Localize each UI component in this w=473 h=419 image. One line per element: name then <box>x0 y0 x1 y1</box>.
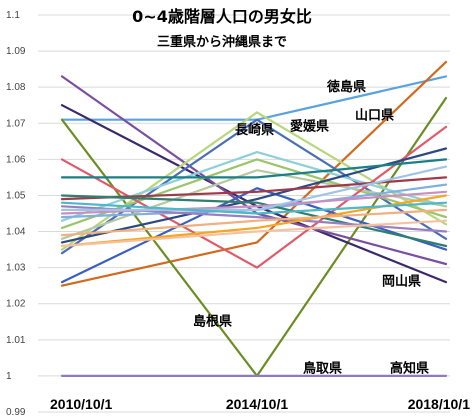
y-tick-label: 1 <box>6 371 12 382</box>
annotation-label: 岡山県 <box>382 274 421 290</box>
annotation-label: 高知県 <box>390 360 429 376</box>
y-tick-label: 1.04 <box>6 227 26 238</box>
x-axis-ticks: 2010/10/1 2014/10/1 2018/10/1 <box>50 396 470 412</box>
series-line-6 <box>60 118 448 255</box>
series-line-23 <box>60 165 448 211</box>
series-line-3 <box>60 96 448 377</box>
x-tick-label: 2018/10/1 <box>408 396 470 412</box>
annotation-label: 愛媛県 <box>290 118 329 134</box>
annotation-label: 山口県 <box>355 108 394 124</box>
series-line-20 <box>60 190 448 215</box>
y-tick-label: 1.05 <box>6 190 26 201</box>
y-tick-label: 1.03 <box>6 263 26 274</box>
series-line-7 <box>60 111 448 251</box>
annotation-label: 徳島県 <box>326 79 366 95</box>
annotation-label: 長崎県 <box>235 122 274 138</box>
series-line-2 <box>60 60 448 287</box>
y-tick-label: 0.99 <box>6 407 26 418</box>
y-tick-label: 1.09 <box>6 46 26 57</box>
series-line-15 <box>60 176 448 201</box>
series-line-11 <box>60 125 448 269</box>
y-tick-label: 1.01 <box>6 335 26 346</box>
chart-title: 0~4歳階層人口の男女比 <box>132 7 312 26</box>
series-layer <box>60 60 448 377</box>
series-line-17 <box>60 194 448 248</box>
y-tick-label: 1.06 <box>6 154 26 165</box>
annotation-label: 島根県 <box>193 313 232 329</box>
annotation-label: 鳥取県 <box>303 360 342 376</box>
series-line-22 <box>60 219 448 248</box>
series-line-21 <box>60 208 448 237</box>
y-tick-label: 1.1 <box>6 10 20 21</box>
series-line-8 <box>60 158 448 229</box>
x-tick-label: 2014/10/1 <box>226 396 288 412</box>
y-tick-label: 1.08 <box>6 82 26 93</box>
series-line-14 <box>60 158 448 179</box>
y-axis-ticks: 0.99 1 1.01 1.02 1.03 1.04 1.05 1.06 1.07 1.08 1.0… <box>6 10 26 418</box>
chart-subtitle: 三重県から沖縄県まで <box>157 34 287 50</box>
y-tick-label: 1.07 <box>6 118 26 129</box>
x-tick-label: 2010/10/1 <box>50 396 112 412</box>
y-tick-label: 1.02 <box>6 299 26 310</box>
series-line-10 <box>60 169 448 240</box>
series-line-24 <box>60 201 448 215</box>
series-line-12 <box>60 187 448 284</box>
